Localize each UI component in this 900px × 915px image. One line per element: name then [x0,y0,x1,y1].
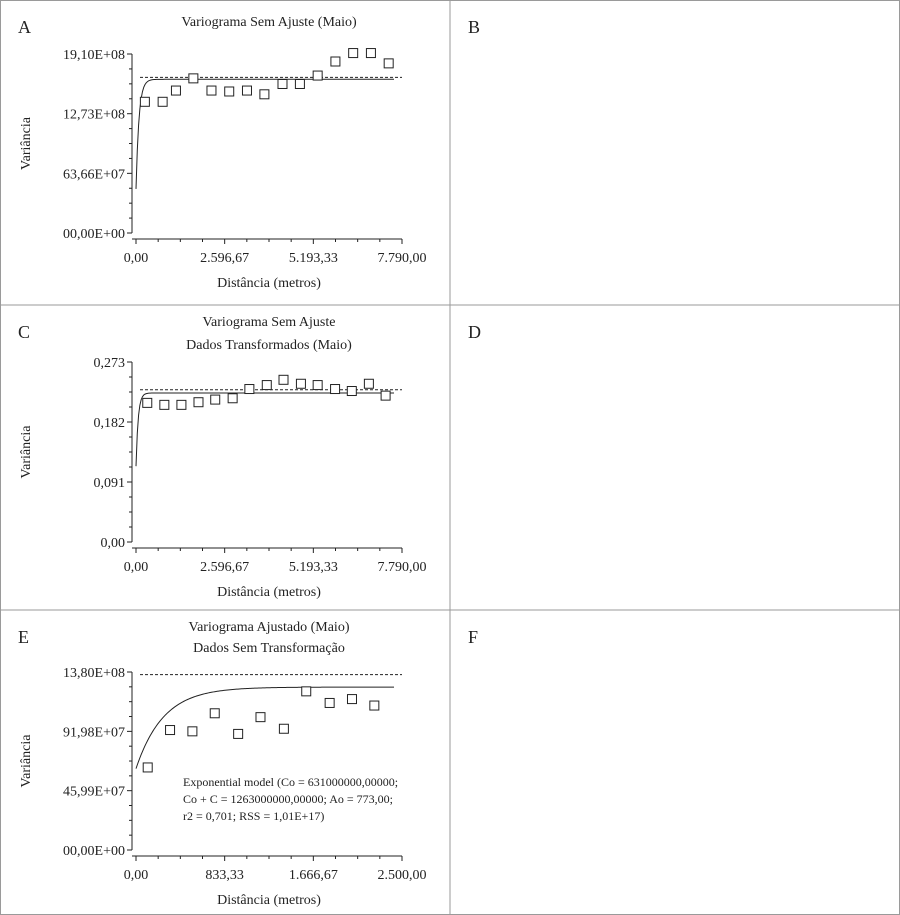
x-tick-label: 2.596,67 [200,251,249,266]
chart-title: Dados Transformados (Maio) [186,338,352,353]
data-point [255,712,266,723]
data-point [330,56,341,67]
y-tick-label: 45,99E+07 [63,785,125,800]
model-curve [135,686,395,769]
y-tick-label: 00,00E+00 [63,227,125,242]
data-point [209,708,220,719]
model-annotation: r2 = 0,701; RSS = 1,01E+17) [183,809,324,823]
data-point [206,85,217,96]
y-tick-label: 0,182 [94,416,126,431]
data-point [241,85,252,96]
y-tick-label: 63,66E+07 [63,167,125,182]
data-point [277,78,288,89]
panel-label: D [468,322,481,342]
data-point [369,700,380,711]
x-tick-label: 0,00 [124,251,149,266]
x-tick-label: 2.500,00 [378,868,427,883]
data-point [324,697,335,708]
data-point [380,390,391,401]
x-tick-label: 7.790,00 [378,251,427,266]
x-axis-title: Distância (metros) [217,893,321,908]
data-point [312,70,323,81]
panel-label: F [468,627,478,647]
y-tick-label: 0,273 [94,356,126,371]
x-tick-label: 833,33 [205,868,244,883]
data-point [227,393,238,404]
data-point [233,728,244,739]
data-point [244,384,255,395]
chart-panel-b: BVariograma Sem Ajuste (Novembro)00,00E+… [468,17,480,37]
chart-title: Dados Sem Transformação [193,641,345,656]
model-curve [135,78,395,189]
data-point [365,48,376,59]
panel-label: C [18,322,30,342]
y-tick-label: 00,00E+00 [63,844,125,859]
model-annotation: Co + C = 1263000000,00000; Ao = 773,00; [183,792,393,806]
data-point [348,48,359,59]
model-curve [135,392,395,467]
y-tick-label: 12,73E+08 [63,108,125,123]
data-point [142,762,153,773]
x-tick-label: 1.666,67 [289,868,338,883]
data-point [224,86,235,97]
data-point [165,725,176,736]
x-tick-label: 2.596,67 [200,560,249,575]
data-point [139,96,150,107]
chart-panel-a: A Variograma Sem Ajuste (Maio) 00,00E+00 63… [18,15,427,291]
chart-title: Variograma Ajustado (Maio) [189,620,350,635]
chart-title: Variograma Sem Ajuste (Maio) [181,15,357,30]
y-tick-label: 91,98E+07 [63,725,125,740]
chart-panel-e: E Variograma Ajustado (Maio) Dados Sem Tra… [18,620,427,908]
chart-panel-c: C Variograma Sem Ajuste Dados Transformado… [18,315,427,600]
data-point [346,694,357,705]
data-point [278,723,289,734]
data-point [193,397,204,408]
model-annotation: Exponential model (Co = 631000000,00000; [183,775,398,789]
y-axis-title: Variância [19,734,34,788]
y-tick-label: 19,10E+08 [63,48,125,63]
data-point [261,380,272,391]
data-point [363,378,374,389]
data-point [170,85,181,96]
chart-title: Variograma Sem Ajuste [203,315,336,330]
x-axis-title: Distância (metros) [217,585,321,600]
y-tick-label: 13,80E+08 [63,666,125,681]
x-axis-title: Distância (metros) [217,276,321,291]
data-point [188,73,199,84]
data-point [330,384,341,395]
x-tick-label: 5.193,33 [289,251,338,266]
data-point [295,378,306,389]
y-axis-title: Variância [19,116,34,170]
data-point [157,96,168,107]
data-point [159,399,170,410]
chart-panel-f: FAdjusted variogram (November)Transforme… [468,627,478,647]
x-tick-label: 0,00 [124,868,149,883]
data-point [278,374,289,385]
y-tick-label: 0,091 [94,476,126,491]
data-point [294,78,305,89]
x-tick-label: 7.790,00 [378,560,427,575]
data-point [259,89,270,100]
y-tick-label: 0,00 [101,536,126,551]
panel-label: E [18,627,29,647]
x-tick-label: 0,00 [124,560,149,575]
data-point [312,380,323,391]
x-tick-label: 5.193,33 [289,560,338,575]
data-point [187,726,198,737]
panel-label: B [468,17,480,37]
data-point [301,686,312,697]
data-point [346,386,357,397]
panel-label: A [18,17,31,37]
y-axis-title: Variância [19,425,34,479]
data-point [383,58,394,69]
data-point [176,399,187,410]
data-point [142,397,153,408]
data-point [210,394,221,405]
